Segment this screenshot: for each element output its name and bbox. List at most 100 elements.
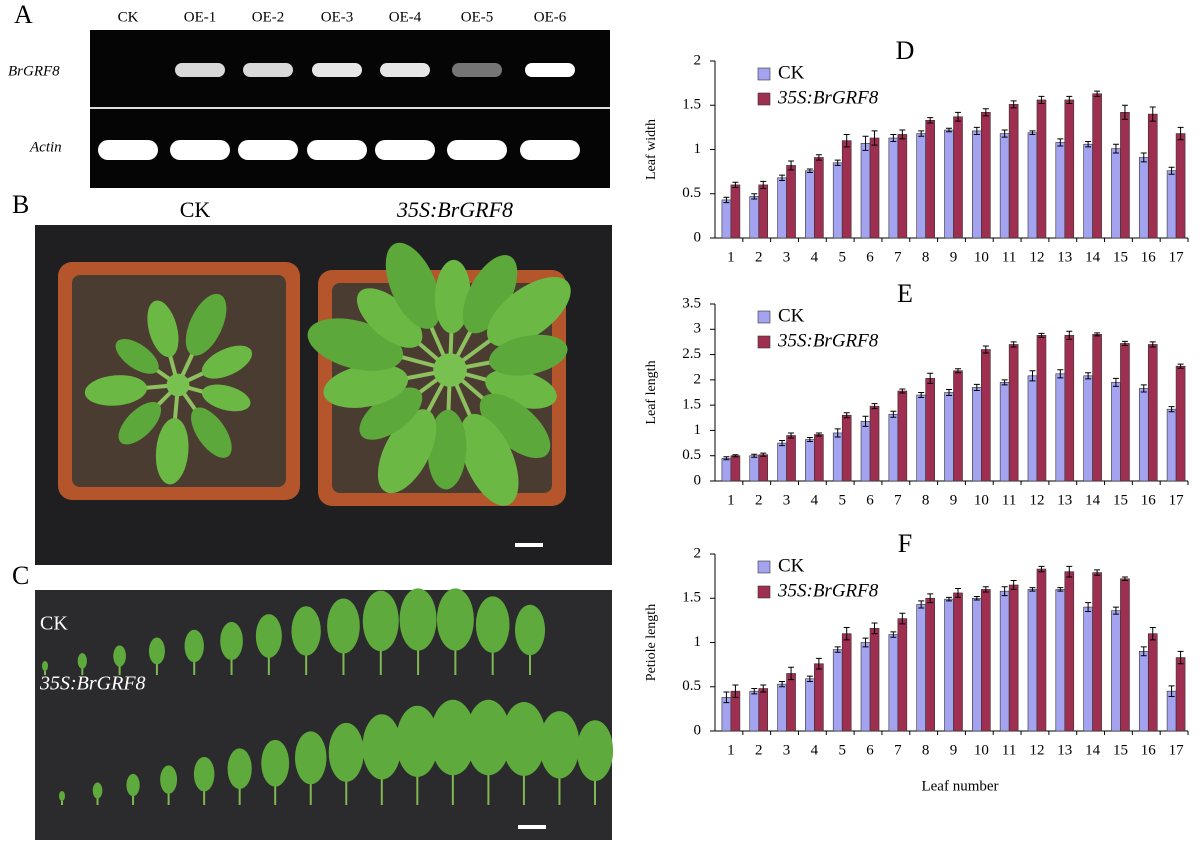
y-tick-label: 2 [694, 545, 702, 561]
leaf-blade [193, 756, 215, 792]
error-bar [1149, 626, 1156, 641]
bar [832, 162, 843, 239]
x-tick-label: 8 [922, 742, 930, 758]
bar [1166, 690, 1177, 732]
x-tick-label: 6 [866, 492, 874, 508]
blade [434, 259, 471, 334]
rosettes [84, 242, 571, 506]
legend-swatch [757, 92, 771, 106]
blade [427, 409, 467, 490]
bar [730, 184, 741, 239]
y-tick-label: 0 [694, 722, 702, 738]
x-tick-label: 10 [974, 742, 989, 758]
bar [1083, 375, 1093, 482]
bar [925, 597, 935, 732]
error-bar [890, 133, 897, 143]
error-bar [806, 168, 813, 174]
x-tick-label: 11 [1002, 249, 1016, 265]
error-bar [815, 154, 822, 161]
leaf-blade [576, 720, 614, 782]
bar [1111, 148, 1121, 239]
panel-label: B [12, 190, 29, 219]
error-bar [871, 403, 878, 410]
error-bar [834, 159, 841, 166]
blade [155, 418, 189, 485]
blade [459, 413, 519, 506]
bar [925, 119, 935, 239]
bar [1027, 132, 1038, 239]
panel-label: C [12, 561, 29, 590]
band [243, 63, 293, 77]
x-tick-label: 5 [838, 249, 846, 265]
bar [1027, 589, 1038, 732]
x-tick-label: 10 [974, 249, 989, 265]
error-bar [982, 586, 989, 593]
blade [185, 293, 227, 356]
error-bar [843, 626, 850, 641]
bar [1064, 99, 1075, 239]
lane-label: OE-1 [184, 9, 217, 25]
bar [897, 618, 908, 732]
bar [832, 649, 843, 732]
band [520, 140, 580, 160]
gel-bands [98, 63, 580, 160]
error-bar [723, 196, 730, 204]
error-bar [732, 684, 739, 698]
bar [953, 592, 963, 732]
bar [758, 184, 769, 239]
x-tick-label: 10 [974, 492, 989, 508]
bar [1147, 113, 1158, 239]
error-bar [1038, 565, 1045, 573]
bar [999, 590, 1010, 732]
x-tick-label: 9 [950, 492, 958, 508]
bar [1064, 571, 1075, 732]
x-tick-label: 17 [1169, 492, 1185, 508]
bar [786, 673, 796, 732]
bar [981, 112, 991, 239]
y-tick-label: 2 [694, 371, 702, 387]
error-bar [1177, 650, 1184, 665]
bar [860, 143, 871, 239]
y-tick-label: 1.5 [682, 397, 701, 413]
x-tick-label: 4 [811, 492, 819, 508]
error-bar [1177, 126, 1184, 141]
control-label: Actin [29, 139, 62, 155]
bar [786, 435, 796, 482]
y-tick-label: 1 [694, 634, 702, 650]
leaf-blade [436, 588, 474, 651]
error-bar [1121, 340, 1128, 346]
error-bar [843, 133, 850, 148]
y-tick-label: 0.5 [682, 678, 701, 694]
band [380, 63, 430, 77]
blade [118, 401, 162, 445]
error-bar [1140, 152, 1147, 163]
bar [841, 140, 852, 239]
bar [1147, 633, 1158, 732]
error-bar [1066, 95, 1073, 104]
panel-label: A [14, 0, 33, 29]
leaf-blade [399, 588, 437, 651]
error-bar [899, 129, 906, 140]
bar [777, 177, 787, 239]
error-bar [1010, 580, 1017, 590]
y-axis-label: Leaf width [644, 119, 659, 180]
bar [777, 442, 787, 482]
blade [486, 276, 571, 347]
bar [916, 604, 926, 732]
blade [359, 387, 423, 440]
error-bar [1168, 166, 1175, 175]
error-bar [788, 666, 795, 681]
bar [897, 134, 908, 239]
bar [869, 137, 880, 239]
center [166, 373, 190, 397]
legend-swatch [757, 335, 771, 349]
legend-label: 35S:BrGRF8 [777, 87, 879, 108]
center [433, 353, 467, 387]
leaf-blade [291, 606, 321, 656]
bar [999, 133, 1010, 239]
x-tick-label: 1 [727, 742, 735, 758]
x-tick-label: 9 [950, 249, 958, 265]
x-tick-label: 14 [1085, 742, 1101, 758]
error-bar [751, 193, 758, 200]
